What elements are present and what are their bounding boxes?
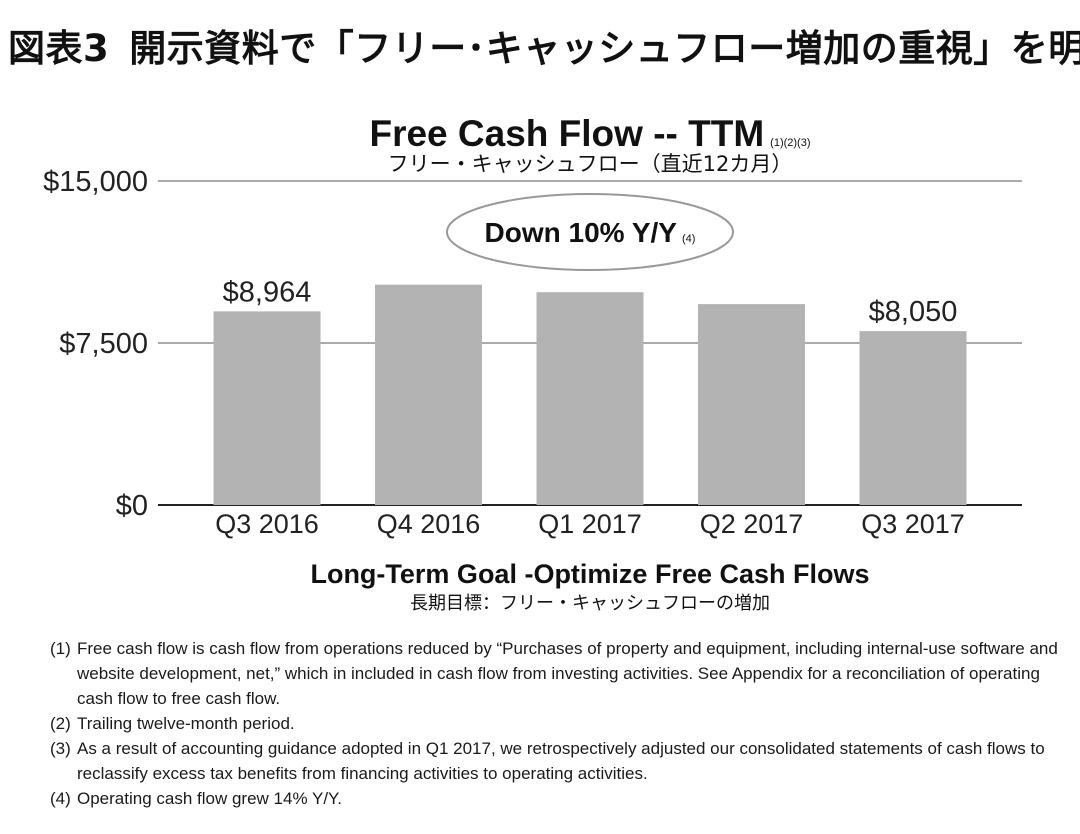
bar — [375, 284, 482, 505]
x-tick-label: Q4 2016 — [377, 509, 481, 539]
x-tick-label: Q1 2017 — [538, 509, 642, 539]
footnotes: (1) Free cash flow is cash flow from oper… — [50, 636, 1060, 811]
bar — [213, 311, 321, 505]
data-label: $8,050 — [869, 296, 958, 328]
footnote-text: Trailing twelve-month period. — [77, 714, 295, 733]
data-label: $8,964 — [223, 276, 312, 308]
footnote-text: Free cash flow is cash flow from operati… — [77, 639, 1058, 708]
footnote-mark: (2) — [50, 714, 71, 733]
x-tick-label: Q3 2017 — [861, 509, 965, 539]
footnote: (1) Free cash flow is cash flow from oper… — [50, 636, 1060, 711]
x-axis-sublabel: 長期目標：フリー・キャッシュフローの増加 — [410, 593, 770, 614]
annotation: Down 10% Y/Y (4) — [446, 193, 734, 271]
bar — [536, 292, 644, 505]
footnote: (4) Operating cash flow grew 14% Y/Y. — [50, 786, 1060, 811]
chart-bars — [213, 284, 967, 505]
x-axis-label: Long-Term Goal -Optimize Free Cash Flows — [310, 559, 869, 589]
footnote-text: As a result of accounting guidance adopt… — [77, 739, 1045, 783]
y-tick-label: $15,000 — [43, 166, 148, 198]
chart-title-marks: (1)(2)(3) — [770, 137, 810, 149]
figure-title: 図表3 開示資料で「フリー･キャッシュフロー増加の重視」を明言 — [8, 18, 1080, 72]
annotation-text: Down 10% Y/Y (4) — [485, 217, 696, 248]
y-tick-label: $0 — [116, 490, 148, 522]
footnote-mark: (1) — [50, 639, 71, 658]
chart-title: Free Cash Flow -- TTM (1)(2)(3) — [369, 113, 810, 154]
bar — [698, 304, 805, 505]
x-tick-label: Q3 2016 — [215, 509, 319, 539]
footnote: (2) Trailing twelve-month period. — [50, 711, 1060, 736]
bar — [859, 331, 967, 505]
x-tick-label: Q2 2017 — [700, 509, 804, 539]
annotation-mark: (4) — [682, 233, 695, 245]
bar-chart: Free Cash Flow -- TTM (1)(2)(3) フリー・キャッシュ… — [43, 113, 1022, 614]
figure-label: 図表3 — [8, 27, 110, 70]
footnote-mark: (4) — [50, 789, 71, 808]
figure-heading: 開示資料で「フリー･キャッシュフロー増加の重視」を明言 — [129, 27, 1080, 70]
chart-subtitle: フリー・キャッシュフロー（直近12カ月） — [388, 152, 793, 176]
footnote-text: Operating cash flow grew 14% Y/Y. — [77, 789, 342, 808]
footnote: (3) As a result of accounting guidance ad… — [50, 736, 1060, 786]
chart-labels: Q3 2016 $8,964 Q4 2016 Q1 2017 Q2 2017 Q3 201… — [215, 276, 965, 539]
footnote-mark: (3) — [50, 739, 71, 758]
y-tick-label: $7,500 — [59, 328, 148, 360]
annotation-ellipse — [446, 193, 734, 271]
